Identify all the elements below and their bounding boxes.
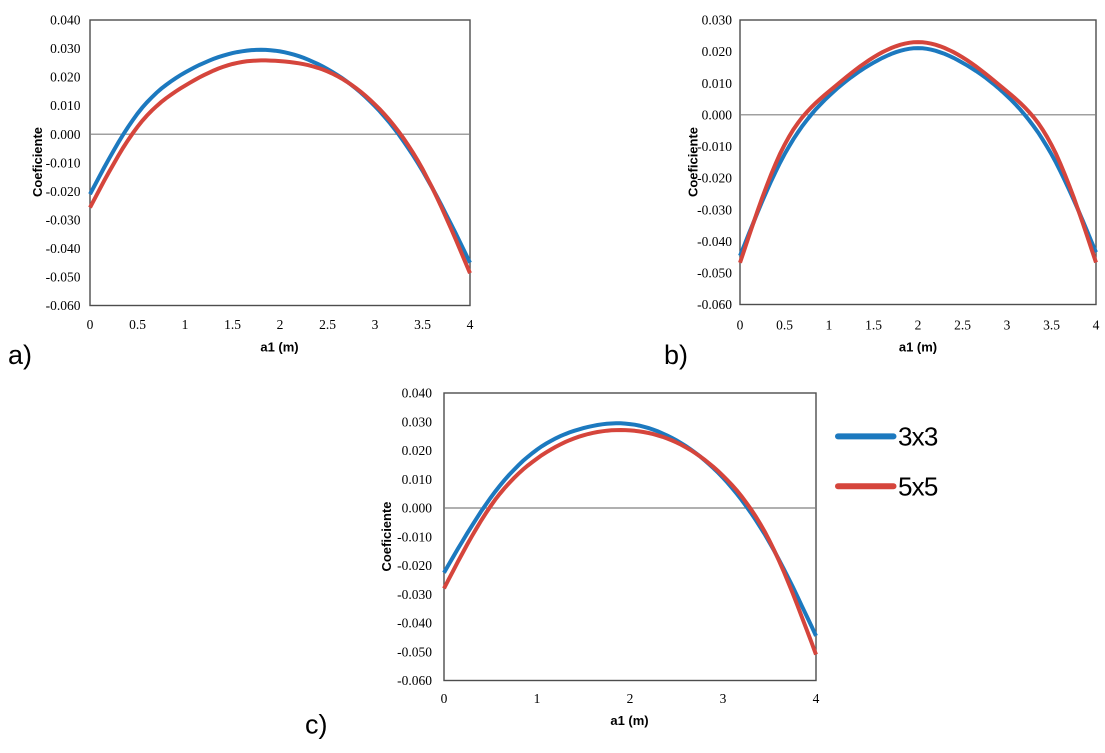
svg-text:3.5: 3.5: [1043, 317, 1060, 332]
svg-text:2: 2: [915, 317, 922, 332]
svg-text:0.5: 0.5: [776, 317, 793, 332]
svg-text:0: 0: [737, 317, 744, 332]
svg-text:a1 (m): a1 (m): [260, 340, 298, 355]
svg-text:0.030: 0.030: [50, 41, 81, 56]
svg-text:1.5: 1.5: [224, 317, 241, 332]
svg-text:0.040: 0.040: [50, 13, 81, 28]
svg-text:-0.060: -0.060: [397, 673, 432, 688]
svg-text:-0.050: -0.050: [697, 266, 732, 281]
svg-text:4: 4: [1093, 317, 1100, 332]
svg-text:a1 (m): a1 (m): [899, 340, 937, 355]
svg-text:b): b): [664, 340, 688, 370]
svg-text:0.5: 0.5: [129, 317, 146, 332]
svg-text:4: 4: [467, 317, 474, 332]
svg-text:a1 (m): a1 (m): [610, 713, 648, 728]
svg-text:-0.050: -0.050: [46, 270, 81, 285]
svg-text:-0.030: -0.030: [697, 202, 732, 217]
svg-text:-0.010: -0.010: [397, 529, 432, 544]
svg-text:0: 0: [441, 691, 448, 706]
svg-text:-0.060: -0.060: [46, 298, 81, 313]
svg-text:0.020: 0.020: [50, 70, 81, 85]
svg-text:-0.020: -0.020: [397, 558, 432, 573]
svg-text:0.000: 0.000: [50, 127, 81, 142]
svg-text:-0.010: -0.010: [46, 155, 81, 170]
svg-text:-0.040: -0.040: [397, 616, 432, 631]
svg-text:2.5: 2.5: [319, 317, 336, 332]
svg-text:Coeficiente: Coeficiente: [379, 501, 394, 571]
svg-text:0.000: 0.000: [402, 501, 433, 516]
svg-text:0.020: 0.020: [402, 443, 433, 458]
svg-text:1: 1: [182, 317, 189, 332]
svg-text:-0.050: -0.050: [397, 644, 432, 659]
svg-text:1.5: 1.5: [865, 317, 882, 332]
svg-text:0.010: 0.010: [702, 76, 733, 91]
svg-text:3: 3: [720, 691, 727, 706]
svg-text:0.020: 0.020: [702, 44, 733, 59]
svg-text:-0.030: -0.030: [397, 587, 432, 602]
svg-text:0.030: 0.030: [402, 414, 433, 429]
svg-text:1: 1: [534, 691, 541, 706]
svg-text:-0.010: -0.010: [697, 139, 732, 154]
svg-text:Coeficiente: Coeficiente: [30, 127, 45, 197]
svg-text:0.000: 0.000: [702, 107, 733, 122]
svg-text:2: 2: [277, 317, 284, 332]
svg-text:c): c): [305, 710, 328, 740]
svg-text:3.5: 3.5: [414, 317, 431, 332]
svg-text:4: 4: [813, 691, 820, 706]
svg-text:-0.060: -0.060: [697, 297, 732, 312]
svg-text:3x3: 3x3: [898, 421, 938, 451]
svg-text:2.5: 2.5: [954, 317, 971, 332]
svg-text:0.030: 0.030: [702, 13, 733, 28]
svg-text:0.010: 0.010: [402, 472, 433, 487]
svg-text:-0.030: -0.030: [46, 212, 81, 227]
svg-text:5x5: 5x5: [898, 471, 938, 501]
svg-text:2: 2: [627, 691, 634, 706]
svg-text:0.010: 0.010: [50, 98, 81, 113]
svg-text:-0.040: -0.040: [697, 234, 732, 249]
svg-text:0.040: 0.040: [402, 386, 433, 401]
svg-text:-0.040: -0.040: [46, 241, 81, 256]
svg-text:a): a): [8, 340, 32, 370]
svg-text:-0.020: -0.020: [46, 184, 81, 199]
svg-text:3: 3: [1004, 317, 1011, 332]
svg-text:3: 3: [372, 317, 379, 332]
svg-text:1: 1: [826, 317, 833, 332]
svg-text:Coeficiente: Coeficiente: [686, 127, 701, 197]
svg-text:-0.020: -0.020: [697, 171, 732, 186]
svg-text:0: 0: [87, 317, 94, 332]
